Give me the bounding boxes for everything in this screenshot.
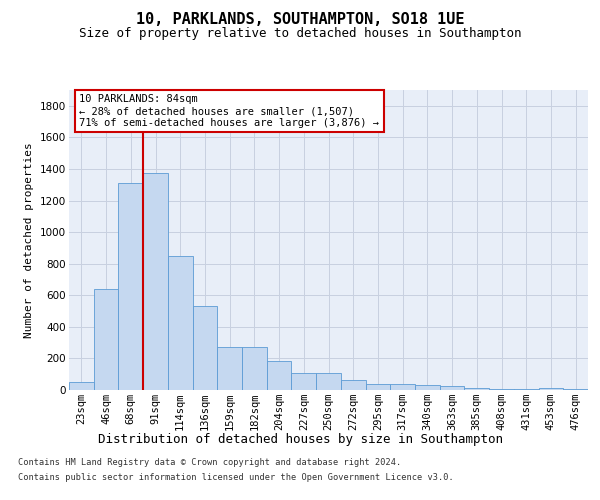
Bar [489,389,514,390]
Bar [168,256,193,390]
Bar [143,173,168,390]
Text: Contains public sector information licensed under the Open Government Licence v3: Contains public sector information licen… [18,473,454,482]
Bar [464,388,489,390]
Text: 10, PARKLANDS, SOUTHAMPTON, SO18 1UE: 10, PARKLANDS, SOUTHAMPTON, SO18 1UE [136,12,464,28]
Bar [415,386,440,390]
Bar [365,384,390,390]
Text: 10 PARKLANDS: 84sqm
← 28% of detached houses are smaller (1,507)
71% of semi-det: 10 PARKLANDS: 84sqm ← 28% of detached ho… [79,94,379,128]
Bar [94,289,118,390]
Text: Contains HM Land Registry data © Crown copyright and database right 2024.: Contains HM Land Registry data © Crown c… [18,458,401,467]
Bar [118,183,143,390]
Bar [514,389,539,390]
Text: Size of property relative to detached houses in Southampton: Size of property relative to detached ho… [79,28,521,40]
Bar [217,346,242,390]
Bar [341,380,365,390]
Y-axis label: Number of detached properties: Number of detached properties [25,142,34,338]
Bar [316,374,341,390]
Bar [292,374,316,390]
Bar [563,389,588,390]
Bar [267,361,292,390]
Bar [193,306,217,390]
Text: Distribution of detached houses by size in Southampton: Distribution of detached houses by size … [97,432,503,446]
Bar [539,388,563,390]
Bar [440,386,464,390]
Bar [390,384,415,390]
Bar [69,382,94,390]
Bar [242,346,267,390]
